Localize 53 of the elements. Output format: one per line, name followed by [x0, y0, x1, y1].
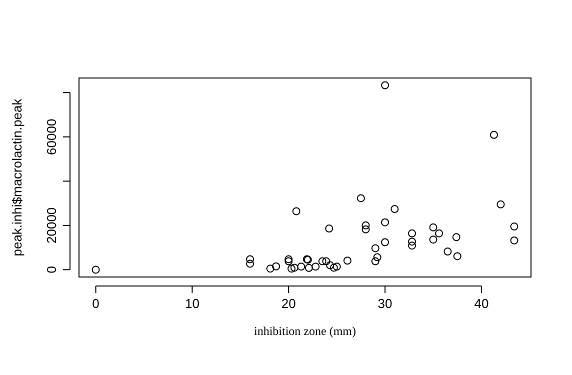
x-tick-label: 30	[378, 296, 392, 312]
point	[292, 207, 300, 216]
point	[381, 81, 390, 90]
x-tick-label: 20	[281, 296, 296, 312]
point	[435, 229, 444, 238]
y-tick-label: 0	[44, 266, 60, 274]
point	[284, 255, 293, 264]
x-tick-label: 0	[92, 296, 100, 312]
point	[510, 222, 518, 231]
y-tick-label: 20000	[44, 207, 60, 244]
point	[266, 264, 274, 273]
point	[284, 257, 293, 266]
point	[381, 238, 390, 246]
x-tick-label: 10	[184, 296, 200, 312]
point	[362, 225, 370, 234]
point	[429, 223, 438, 232]
point	[92, 266, 100, 274]
point	[371, 257, 380, 266]
point	[408, 229, 416, 238]
point	[496, 200, 505, 208]
point	[362, 221, 370, 230]
y-axis-title: peak.inhi$macrolactin.peak	[10, 98, 25, 256]
x-axis-title: inhibition zone (mm)	[254, 324, 356, 338]
point	[322, 257, 330, 266]
x-tick-label: 40	[474, 296, 489, 312]
point	[330, 264, 338, 272]
point	[452, 233, 460, 242]
point	[408, 238, 416, 246]
point	[444, 248, 452, 256]
point	[381, 218, 390, 226]
point	[312, 262, 320, 271]
point	[272, 262, 280, 270]
point	[304, 264, 313, 272]
point	[318, 257, 326, 266]
point	[325, 224, 334, 233]
point	[453, 252, 462, 260]
point	[356, 194, 365, 202]
point	[490, 130, 498, 139]
point	[371, 244, 380, 252]
point	[510, 236, 518, 244]
point	[246, 260, 254, 268]
point	[246, 255, 254, 264]
point	[332, 262, 341, 271]
y-tick-label: 60000	[44, 118, 60, 155]
point	[288, 264, 296, 273]
point	[290, 264, 298, 272]
point	[326, 261, 334, 270]
point	[429, 236, 438, 244]
point	[390, 205, 399, 214]
point	[373, 253, 382, 262]
point	[297, 262, 306, 271]
point	[343, 256, 352, 265]
point	[408, 242, 416, 250]
